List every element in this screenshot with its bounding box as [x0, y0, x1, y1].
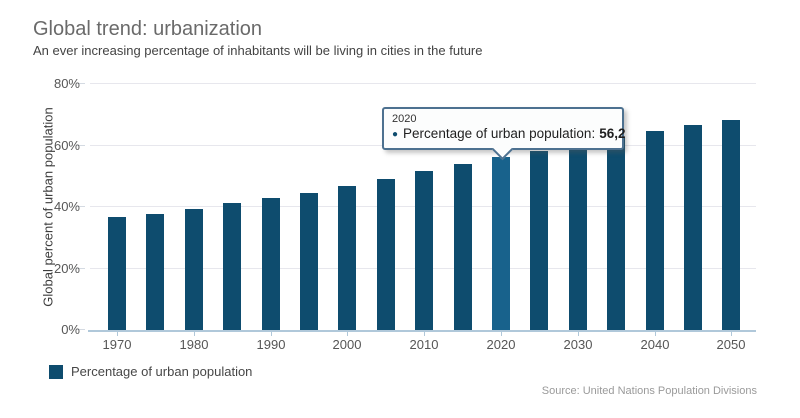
bar-2000[interactable] [338, 186, 356, 330]
x-tick-label: 2020 [486, 337, 516, 352]
y-tick-label: 60% [53, 137, 80, 153]
bar-1980[interactable] [185, 209, 203, 330]
x-axis-tick [655, 330, 656, 336]
bar-1990[interactable] [262, 198, 280, 330]
x-tick-label: 1980 [179, 337, 209, 352]
bar-1995[interactable] [300, 193, 318, 330]
bar-2050[interactable] [722, 120, 740, 330]
x-tick-label: 2000 [332, 337, 362, 352]
y-tick-label: 80% [53, 76, 80, 91]
y-tick-label: 0% [61, 322, 80, 337]
bar-2015[interactable] [454, 164, 472, 330]
bar-2010[interactable] [415, 171, 433, 330]
tooltip-series-label: Percentage of urban population: [403, 126, 596, 141]
x-axis-tick [271, 330, 272, 336]
gridline [90, 83, 756, 84]
x-axis-line [88, 330, 756, 332]
bar-2045[interactable] [684, 125, 702, 330]
x-axis-tick [501, 330, 502, 336]
x-tick-label: 1990 [256, 337, 286, 352]
tooltip-year: 2020 [392, 113, 417, 125]
y-tick-label: 20% [53, 260, 80, 276]
y-tick-label: 40% [53, 199, 80, 214]
x-tick-label: 2050 [716, 337, 746, 352]
x-tick-label: 2040 [640, 337, 670, 352]
x-axis-tick [578, 330, 579, 336]
tooltip: 2020 ● Percentage of urban population: 56,… [382, 107, 625, 161]
tooltip-value: 56,2 [599, 126, 626, 141]
bar-2025[interactable] [530, 151, 548, 330]
y-axis-tick [77, 329, 85, 330]
x-axis-tick [117, 330, 118, 336]
x-axis-tick [731, 330, 732, 336]
y-axis-tick [77, 206, 85, 207]
chart-title: Global trend: urbanization [33, 18, 263, 40]
tooltip-series-line: ● Percentage of urban population: 56,2 [392, 125, 625, 143]
bar-1970[interactable] [108, 217, 126, 330]
bar-2035[interactable] [607, 138, 625, 330]
x-axis-tick [424, 330, 425, 336]
y-axis-tick [77, 144, 85, 146]
x-tick-label: 1970 [102, 337, 132, 352]
series-bullet-icon: ● [392, 129, 399, 140]
x-axis-tick [194, 330, 195, 336]
y-axis-tick [77, 83, 85, 84]
bar-1985[interactable] [223, 203, 241, 330]
legend-swatch-icon [49, 364, 63, 379]
chart-subtitle: An ever increasing percentage of inhabit… [33, 43, 483, 58]
bar-2040[interactable] [646, 131, 664, 330]
x-tick-label: 2030 [563, 337, 593, 352]
bar-2005[interactable] [377, 179, 395, 330]
y-axis-tick [77, 267, 85, 269]
bar-1975[interactable] [146, 214, 164, 330]
plot-area [90, 83, 756, 330]
bar-2020[interactable] [492, 157, 510, 330]
x-axis-tick [347, 330, 348, 336]
x-tick-label: 2010 [409, 337, 439, 352]
legend-label: Percentage of urban population [71, 364, 253, 379]
source-text: Source: United Nations Population Divisi… [541, 385, 757, 397]
bar-2030[interactable] [569, 144, 587, 330]
legend-item[interactable]: Percentage of urban population [49, 364, 252, 379]
